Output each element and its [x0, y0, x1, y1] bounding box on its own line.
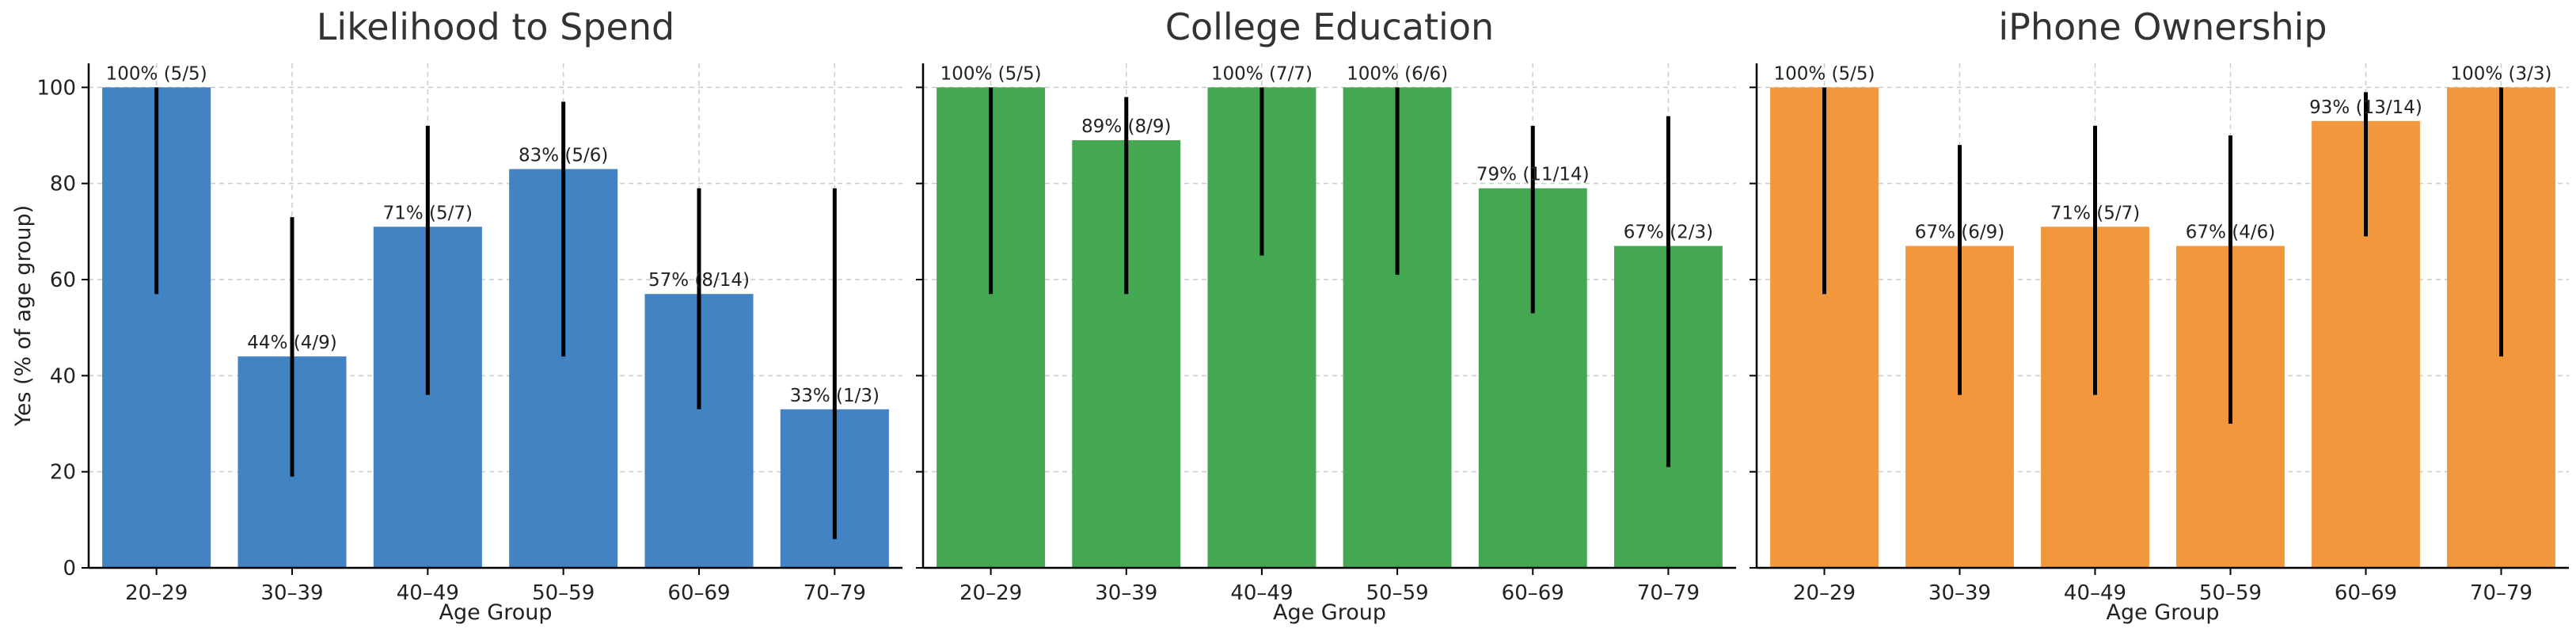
x-axis-label: Age Group [439, 600, 552, 625]
x-tick-label: 50–59 [2199, 581, 2262, 605]
chart-panel-3: 100% (5/5) 67% (6/9) 71% (5/7) 67% (4/6) 93%… [1750, 6, 2569, 625]
x-tick-label: 60–69 [2335, 581, 2397, 605]
x-tick-label: 70–79 [804, 581, 866, 605]
data-label: 100% (3/3) [2450, 63, 2551, 84]
data-label: 100% (7/7) [1211, 63, 1313, 84]
x-tick-label: 60–69 [1502, 581, 1564, 605]
chart-title: College Education [1165, 6, 1494, 48]
x-tick-label: 70–79 [1637, 581, 1700, 605]
data-label: 100% (5/5) [1773, 63, 1875, 84]
data-label: 67% (4/6) [2186, 223, 2275, 243]
x-axis-label: Age Group [2106, 600, 2219, 625]
data-label: 67% (2/3) [1624, 223, 1713, 243]
y-tick-label: 20 [50, 461, 76, 485]
x-tick-label: 40–49 [397, 581, 459, 605]
chart-title: iPhone Ownership [1998, 6, 2327, 48]
data-label: 100% (5/5) [106, 63, 207, 84]
y-axis-label: Yes (% of age group) [11, 205, 36, 427]
x-tick-label: 50–59 [532, 581, 595, 605]
data-label: 93% (13/14) [2309, 97, 2422, 118]
data-label: 67% (6/9) [1915, 223, 2004, 243]
x-tick-label: 70–79 [2470, 581, 2532, 605]
data-label: 44% (4/9) [247, 333, 336, 353]
chart-panel-2: 100% (5/5) 89% (8/9) 100% (7/7) 100% (6/6) 7… [916, 6, 1736, 625]
chart-title: Likelihood to Spend [317, 6, 674, 48]
y-tick-label: 60 [50, 268, 76, 292]
x-tick-label: 60–69 [667, 581, 730, 605]
data-label: 71% (5/7) [383, 203, 473, 223]
x-tick-label: 30–39 [260, 581, 323, 605]
x-tick-label: 50–59 [1366, 581, 1428, 605]
x-tick-label: 20–29 [1793, 581, 1856, 605]
chart-panel-1: 100% (5/5) 44% (4/9) 71% (5/7) 83% (5/6) 57%… [11, 6, 902, 625]
x-tick-label: 40–49 [2064, 581, 2126, 605]
data-label: 79% (11/14) [1476, 165, 1590, 185]
y-tick-label: 0 [63, 557, 76, 581]
y-tick-label: 40 [50, 364, 76, 388]
data-label: 89% (8/9) [1081, 116, 1171, 137]
x-tick-label: 40–49 [1230, 581, 1293, 605]
x-tick-label: 30–39 [1928, 581, 1991, 605]
y-tick-label: 80 [50, 173, 76, 196]
x-tick-label: 20–29 [125, 581, 188, 605]
x-tick-label: 30–39 [1095, 581, 1157, 605]
data-label: 33% (1/3) [790, 386, 880, 406]
data-label: 100% (5/5) [940, 63, 1042, 84]
data-label: 57% (8/14) [648, 270, 750, 291]
data-label: 100% (6/6) [1347, 63, 1448, 84]
x-tick-label: 20–29 [959, 581, 1022, 605]
x-axis-label: Age Group [1273, 600, 1386, 625]
data-label: 83% (5/6) [519, 145, 608, 166]
y-tick-label: 100 [36, 76, 76, 100]
data-label: 71% (5/7) [2050, 203, 2140, 223]
